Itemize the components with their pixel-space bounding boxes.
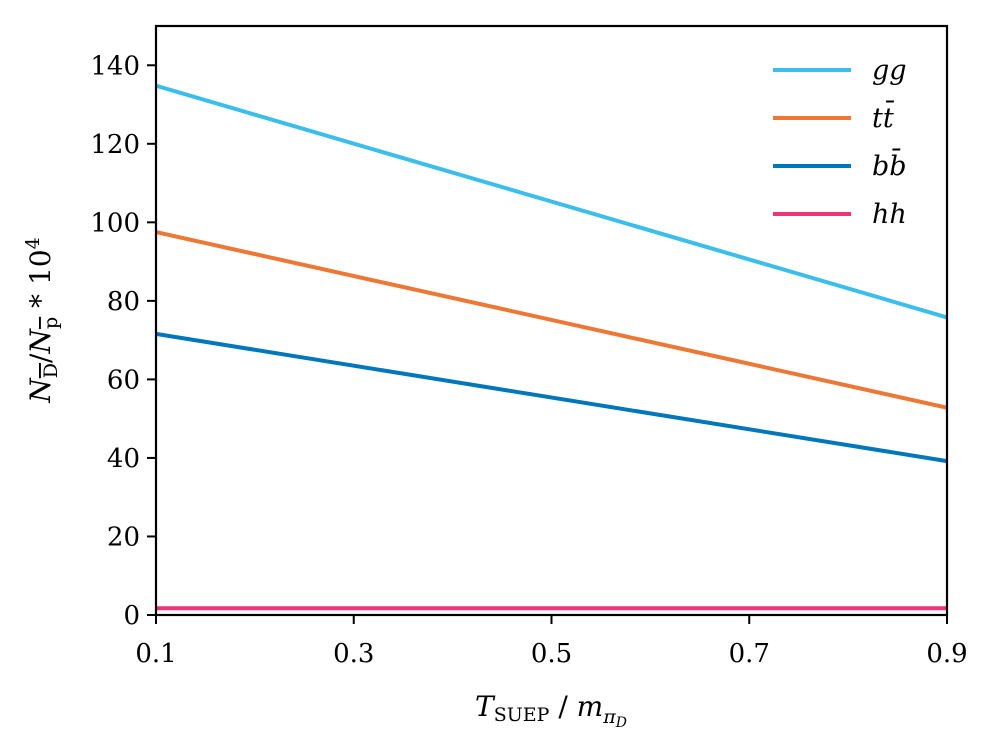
x-tick-label: 0.1 [135,639,176,669]
x-tick-label: 0.7 [729,639,770,669]
y-tick-label: 0 [123,601,140,631]
y-tick-label: 40 [107,444,140,474]
x-axis-label: TSUEP / mπD [475,690,627,731]
series-layer [155,83,948,611]
y-axis-ticks: 0 20 40 60 80 100 120 140 [90,51,156,631]
series-line-0 [155,83,948,320]
y-tick-label: 80 [107,287,140,317]
y-tick-label: 140 [90,51,140,81]
x-axis-ticks: 0.1 0.3 0.5 0.7 0.9 [135,615,968,669]
y-tick-label: 60 [107,365,140,395]
y-tick-label: 20 [107,522,140,552]
x-tick-label: 0.9 [926,639,967,669]
y-tick-label: 100 [90,208,140,238]
x-tick-label: 0.5 [531,639,572,669]
legend-label-0: gg [872,55,907,86]
series-line-1 [155,230,948,410]
legend-label-3: hh [872,199,907,230]
y-tick-label: 120 [90,130,140,160]
legend: gg tt̄ bb̄ hh [773,55,907,230]
x-tick-label: 0.3 [333,639,374,669]
legend-label-1: tt̄ [872,99,895,134]
legend-label-2: bb̄ [872,147,907,182]
series-line-2 [155,331,948,464]
y-axis-label: ND/Np * 104 [22,237,62,403]
